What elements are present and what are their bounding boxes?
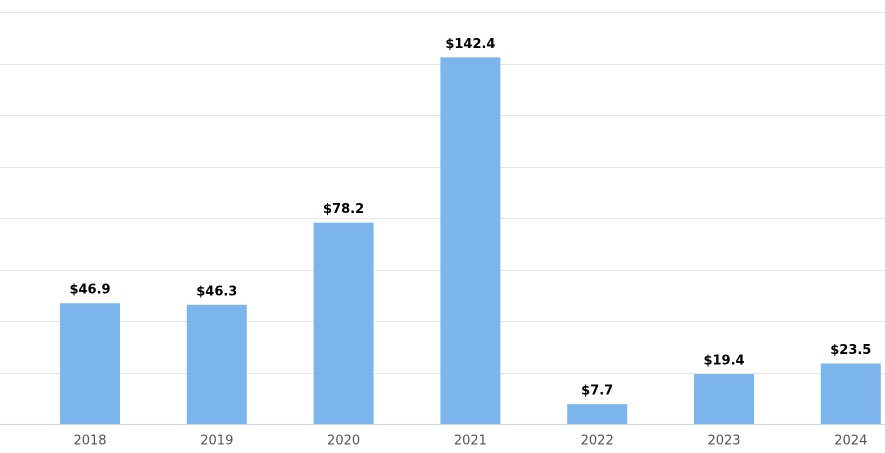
bar	[820, 363, 881, 424]
value-label: $19.4	[703, 354, 744, 369]
bar	[440, 57, 501, 424]
bar	[60, 303, 120, 424]
x-tick-label: 2023	[707, 434, 740, 449]
value-label: $78.2	[323, 202, 364, 217]
x-tick-label: 2020	[327, 434, 360, 449]
value-label: $23.5	[830, 343, 871, 358]
value-label: $142.4	[445, 37, 495, 52]
bar	[694, 374, 754, 424]
x-tick-label: 2024	[834, 434, 867, 449]
x-tick-label: 2021	[454, 434, 487, 449]
value-label: $7.7	[581, 384, 613, 399]
bar	[186, 304, 247, 424]
bar	[313, 222, 374, 424]
x-tick-label: 2022	[581, 434, 614, 449]
x-tick-label: 2018	[73, 434, 106, 449]
value-label: $46.3	[196, 284, 237, 299]
x-tick-label: 2019	[200, 434, 233, 449]
value-label: $46.9	[69, 283, 110, 298]
bar	[567, 404, 628, 424]
